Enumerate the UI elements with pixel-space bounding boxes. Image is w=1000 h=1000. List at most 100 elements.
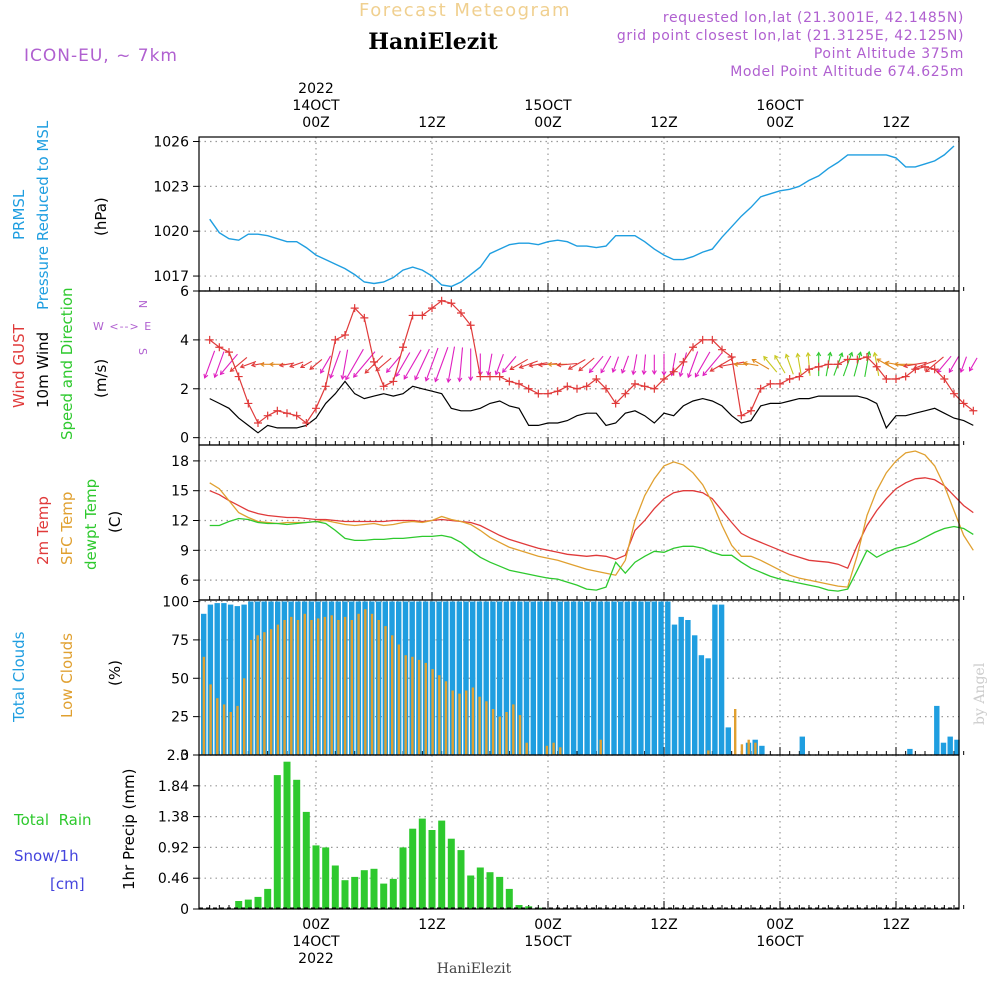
wind-arrow bbox=[240, 360, 257, 368]
rain-unit: 1hr Precip (mm) bbox=[120, 769, 138, 890]
time-label-top: 00Z bbox=[534, 115, 561, 131]
wind-arrow bbox=[529, 362, 548, 367]
wind-arrow-head bbox=[641, 370, 647, 376]
wind-arrow-head bbox=[434, 377, 439, 383]
wind-arrow-head bbox=[774, 354, 779, 360]
temp-line-0 bbox=[209, 477, 974, 570]
cloud-low-bar bbox=[599, 739, 602, 755]
cloud-low-bar bbox=[451, 690, 454, 755]
cloud-total-bar bbox=[947, 736, 953, 755]
time-label-top: 14OCT bbox=[292, 98, 340, 114]
compass-north: N bbox=[136, 300, 149, 308]
wind-arrow-head bbox=[872, 351, 878, 357]
wind-gust-marker bbox=[553, 387, 562, 396]
cloud-low-bar bbox=[243, 678, 246, 755]
cloud-low-bar bbox=[512, 704, 515, 755]
cloud-total-bar bbox=[550, 601, 557, 755]
wind-arrow bbox=[341, 349, 349, 380]
cloud-total-bar bbox=[443, 601, 449, 755]
wind-arrow bbox=[557, 362, 578, 366]
panel-3: 0 25 50 75 100 bbox=[162, 595, 965, 764]
wind-gust-marker bbox=[418, 311, 427, 320]
wind-gust-marker bbox=[602, 384, 610, 393]
cloud-low-bar bbox=[444, 681, 448, 755]
wind-gust-marker bbox=[660, 375, 668, 383]
cloud-total-bar bbox=[544, 601, 550, 755]
rain-bar bbox=[370, 868, 378, 909]
rain-snow-label: Snow/1h bbox=[14, 847, 79, 865]
wind-gust-marker bbox=[563, 382, 572, 391]
rain-bar bbox=[254, 896, 262, 909]
temp-line-1 bbox=[209, 450, 974, 588]
wind-gust-marker bbox=[795, 372, 804, 381]
wind-gust-marker bbox=[234, 372, 243, 381]
wind-gust-marker bbox=[312, 404, 320, 413]
cloud-low-bar bbox=[397, 644, 401, 755]
wind-arrow bbox=[702, 352, 723, 376]
wind-gust-marker bbox=[205, 335, 214, 344]
wind-arrow-head bbox=[588, 368, 594, 374]
rain-bar bbox=[389, 878, 397, 909]
wind-arrow-head bbox=[620, 368, 626, 374]
y-tick-label: 9 bbox=[180, 543, 189, 559]
wind-arrow-head bbox=[959, 367, 965, 373]
wind-arrow-head bbox=[528, 362, 534, 368]
wind-arrow-head bbox=[329, 373, 334, 379]
rain-labels: Total Rain Snow/1h [cm] 1hr Precip (mm) bbox=[13, 769, 138, 893]
cloud-total-bar bbox=[611, 601, 617, 755]
time-label-bottom: 00Z bbox=[534, 917, 561, 933]
rain-bar bbox=[235, 901, 243, 909]
wind-arrow bbox=[230, 356, 248, 372]
rain-bar bbox=[380, 883, 388, 909]
wind-gust-marker bbox=[592, 375, 601, 383]
temp-2m-label: 2m Temp bbox=[34, 496, 52, 565]
time-label-bottom: 00Z bbox=[302, 917, 329, 933]
cloud-low-bar bbox=[411, 656, 414, 755]
wind-arrow bbox=[612, 356, 620, 373]
cloud-labels: Total Clouds Low Clouds (%) bbox=[10, 631, 124, 723]
cloud-low-bar bbox=[740, 744, 744, 755]
time-label-bottom: 00Z bbox=[766, 917, 793, 933]
wind-dir-label: Speed and Direction bbox=[58, 287, 76, 440]
y-tick-label: 0.46 bbox=[158, 871, 189, 887]
cloud-total-bar bbox=[624, 601, 631, 755]
cloud-low-bar bbox=[216, 698, 219, 755]
wind-arrow-head bbox=[968, 366, 974, 372]
wind-arrow bbox=[495, 354, 504, 375]
rain-bar bbox=[447, 838, 455, 909]
cloud-low-bar bbox=[337, 620, 340, 755]
wind-gust-marker bbox=[921, 362, 929, 371]
wind-gust-marker bbox=[718, 345, 726, 354]
wind-10m-label: 10m Wind bbox=[34, 332, 52, 408]
time-label-top: 12Z bbox=[882, 115, 909, 131]
wind-arrow-head bbox=[518, 364, 524, 369]
wind-arrow-head bbox=[213, 373, 219, 379]
rain-bar bbox=[505, 888, 513, 909]
wind-arrow-head bbox=[509, 365, 515, 370]
wind-arrow-head bbox=[763, 355, 768, 361]
wind-arrow bbox=[578, 357, 595, 372]
time-label-top: 00Z bbox=[302, 115, 329, 131]
wind-gust-label: Wind GUST bbox=[10, 323, 28, 408]
wind-arrow-head bbox=[709, 367, 715, 372]
wind-arrow bbox=[621, 355, 630, 374]
cloud-low-bar bbox=[458, 693, 461, 755]
wind-gust-marker bbox=[273, 406, 282, 415]
wind-gust-marker bbox=[360, 313, 369, 322]
wind-gust-marker bbox=[263, 411, 272, 420]
grid-coords: grid point closest lon,lat (21.3125E, 42… bbox=[617, 28, 964, 44]
wind-arrow-head bbox=[902, 363, 908, 369]
cloud-low-bar bbox=[438, 675, 441, 755]
wind-arrow bbox=[220, 353, 238, 375]
cloud-total-bar bbox=[490, 601, 496, 755]
panel-2: 6 9 12 15 18 bbox=[171, 445, 974, 600]
wind-arrow bbox=[279, 362, 295, 367]
wind-gust-marker bbox=[321, 382, 330, 391]
cloud-total-bar bbox=[685, 620, 691, 755]
cloud-low-bar bbox=[209, 684, 212, 755]
model-altitude: Model Point Altitude 674.625m bbox=[730, 64, 964, 80]
wind-arrow bbox=[785, 354, 794, 375]
wind-arrow bbox=[434, 347, 449, 382]
cloud-total-bar bbox=[940, 742, 947, 755]
wind-arrow bbox=[353, 351, 376, 378]
